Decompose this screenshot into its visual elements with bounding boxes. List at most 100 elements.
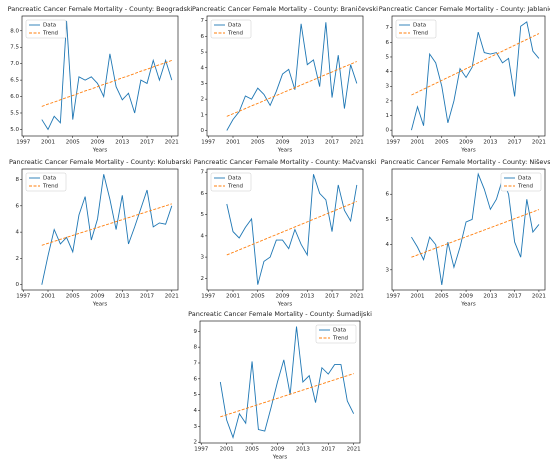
x-tick-label: 1997 <box>201 294 215 300</box>
chart-title: Pancreatic Cancer Female Mortality - Cou… <box>8 5 193 13</box>
x-axis-label: Years <box>460 148 476 154</box>
y-tick-label: 3 <box>386 267 390 273</box>
x-axis-label: Years <box>460 302 476 308</box>
plot-frame <box>391 168 546 291</box>
legend-label: Trend <box>332 336 348 342</box>
y-tick-label: 2 <box>201 276 205 282</box>
x-tick-label: 2013 <box>115 140 129 146</box>
chart: Pancreatic Cancer Female Mortality - Cou… <box>192 5 378 154</box>
x-tick-label: 2009 <box>91 140 105 146</box>
legend-label: Data <box>228 176 241 182</box>
chart: Pancreatic Cancer Female Mortality - Cou… <box>381 158 550 308</box>
chart-title: Pancreatic Cancer Female Mortality - Cou… <box>188 309 372 318</box>
legend-label: Trend <box>412 31 428 37</box>
plot-frame <box>206 15 364 137</box>
y-tick-label: 3 <box>386 84 390 90</box>
plot-frame <box>21 168 179 291</box>
x-tick-label: 2017 <box>325 294 339 300</box>
legend-label: Trend <box>227 31 243 37</box>
y-tick-label: 8 <box>16 177 20 183</box>
x-tick-label: 2009 <box>270 447 284 453</box>
x-tick-label: 2001 <box>226 294 240 300</box>
x-tick-label: 1997 <box>194 447 208 453</box>
chart: Pancreatic Cancer Female Mortality - Cou… <box>8 5 193 154</box>
y-tick-label: 2 <box>16 256 20 262</box>
legend-label: Trend <box>227 184 243 190</box>
data-line <box>226 22 358 131</box>
x-tick-label: 1997 <box>386 140 400 146</box>
legend-label: Data <box>43 23 56 29</box>
y-tick-label: 6 <box>386 192 390 198</box>
x-tick-label: 1997 <box>386 294 400 300</box>
y-tick-label: 6 <box>201 191 205 197</box>
x-tick-label: 2017 <box>321 447 335 453</box>
legend-box <box>25 19 67 39</box>
legend-label: Data <box>43 176 56 182</box>
legend-box <box>315 324 357 344</box>
y-tick-label: 0 <box>16 282 20 288</box>
y-tick-label: 9 <box>194 329 198 335</box>
x-axis-label: Years <box>272 455 288 461</box>
x-tick-label: 2013 <box>300 294 314 300</box>
x-tick-label: 2001 <box>41 140 55 146</box>
x-tick-label: 2017 <box>325 140 339 146</box>
x-tick-label: 2021 <box>532 294 546 300</box>
data-line <box>226 61 357 117</box>
chart-title: Pancreatic Cancer Female Mortality - Cou… <box>9 158 191 166</box>
plot-frame <box>206 168 364 291</box>
y-tick-label: 4 <box>201 65 205 71</box>
x-tick-label: 2009 <box>91 294 105 300</box>
y-tick-label: 0 <box>386 128 390 134</box>
y-tick-label: 5 <box>386 217 390 223</box>
y-tick-label: 6 <box>201 34 205 40</box>
data-line <box>220 373 354 418</box>
data-line <box>41 20 173 131</box>
chart-title: Pancreatic Cancer Female Mortality - Cou… <box>379 5 550 13</box>
y-tick-label: 2 <box>386 98 390 104</box>
y-tick-label: 2 <box>201 97 205 103</box>
x-tick-label: 2005 <box>66 140 80 146</box>
y-tick-label: 7 <box>386 25 390 31</box>
y-tick-label: 5.5 <box>10 110 19 116</box>
x-tick-label: 2009 <box>459 294 473 300</box>
y-tick-label: 5 <box>194 392 198 398</box>
y-tick-label: 3 <box>201 255 205 261</box>
x-tick-label: 2017 <box>508 294 522 300</box>
x-tick-label: 2021 <box>350 294 364 300</box>
y-tick-label: 4 <box>16 230 20 236</box>
legend-box <box>25 172 67 192</box>
y-tick-label: 2 <box>194 440 198 446</box>
y-tick-label: 3 <box>201 81 205 87</box>
chart: Pancreatic Cancer Female Mortality - Cou… <box>194 158 377 308</box>
y-tick-label: 8 <box>194 345 198 351</box>
data-line <box>411 33 540 96</box>
x-axis-label: Years <box>92 302 108 308</box>
data-line <box>219 326 355 439</box>
y-tick-label: 8.0 <box>10 28 19 34</box>
y-tick-label: 1 <box>201 112 205 118</box>
y-tick-label: 7.5 <box>10 45 19 51</box>
chart: Pancreatic Cancer Female Mortality - Cou… <box>188 309 372 461</box>
x-tick-label: 2021 <box>347 447 361 453</box>
x-tick-label: 2005 <box>251 140 265 146</box>
x-tick-label: 1997 <box>16 140 30 146</box>
x-tick-label: 2013 <box>115 294 129 300</box>
x-tick-label: 1997 <box>16 294 30 300</box>
chart: Pancreatic Cancer Female Mortality - Cou… <box>9 158 191 308</box>
legend-label: Trend <box>42 31 58 37</box>
legend-label: Data <box>413 23 426 29</box>
legend-label: Data <box>333 328 346 334</box>
x-tick-label: 2021 <box>350 140 364 146</box>
x-tick-label: 1997 <box>201 140 215 146</box>
legend-box <box>210 172 252 192</box>
x-tick-label: 2017 <box>140 294 154 300</box>
y-tick-label: 7.0 <box>10 61 19 67</box>
y-tick-label: 4 <box>194 408 198 414</box>
x-axis-label: Years <box>277 148 293 154</box>
x-tick-label: 2009 <box>459 140 473 146</box>
y-tick-label: 5 <box>201 212 205 218</box>
data-line <box>41 203 172 246</box>
data-line <box>226 201 357 256</box>
y-tick-label: 6 <box>194 376 198 382</box>
